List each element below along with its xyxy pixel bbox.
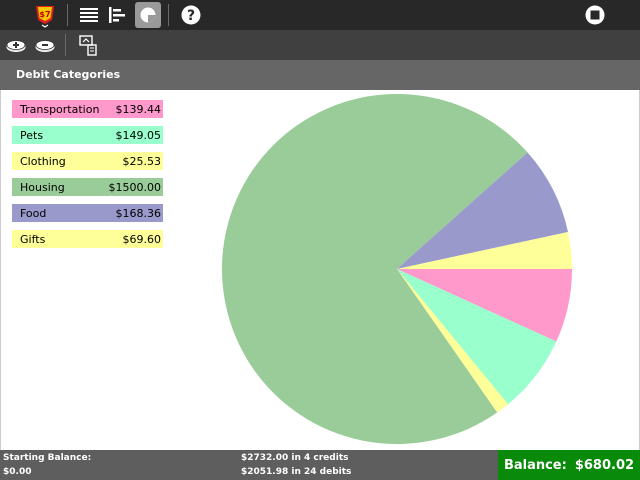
category-item-pets: Pets $149.05 — [12, 126, 163, 144]
category-name: Pets — [20, 128, 44, 142]
category-name: Transportation — [20, 102, 100, 116]
stop-icon[interactable] — [582, 2, 608, 28]
balance-value: $680.02 — [574, 457, 635, 473]
status-bar: Starting Balance: $0.00 $2732.00 in 4 cr… — [0, 450, 640, 480]
category-amount: $139.44 — [115, 102, 162, 116]
add-debit-icon[interactable] — [32, 32, 58, 58]
category-item-transportation: Transportation $139.44 — [12, 100, 163, 118]
starting-balance-value: $0.00 — [3, 467, 32, 477]
pie-slice-transportation — [397, 269, 572, 342]
balance-badge: Balance: $680.02 — [498, 450, 640, 480]
category-item-housing: Housing $1500.00 — [12, 178, 163, 196]
starting-balance-label: Starting Balance: — [3, 453, 92, 463]
category-item-food: Food $168.36 — [12, 204, 163, 222]
category-amount: $1500.00 — [108, 180, 162, 194]
list-view-icon[interactable] — [76, 2, 102, 28]
svg-text:$7: $7 — [39, 10, 50, 19]
activity-logo-icon[interactable]: $7 — [32, 2, 58, 28]
category-item-gifts: Gifts $69.60 — [12, 230, 163, 248]
main-toolbar: $7 — [0, 0, 640, 30]
export-icon[interactable] — [76, 32, 102, 58]
page-title: Debit Categories — [0, 60, 640, 90]
main-content: Transportation $139.44 Pets $149.05 Clot… — [0, 90, 640, 450]
toolbar-separator — [65, 34, 66, 56]
add-credit-icon[interactable] — [3, 32, 29, 58]
toolbar-separator — [67, 4, 68, 26]
secondary-toolbar — [0, 30, 640, 60]
credits-summary: $2732.00 in 4 credits — [241, 453, 349, 463]
category-name: Food — [20, 206, 47, 220]
pie-slice-clothing — [397, 269, 509, 413]
pie-slice-food — [397, 152, 569, 269]
category-list: Transportation $139.44 Pets $149.05 Clot… — [12, 100, 163, 256]
category-name: Housing — [20, 180, 65, 194]
pie-slice-gifts — [397, 231, 572, 269]
category-amount: $25.53 — [122, 154, 162, 168]
svg-text:?: ? — [187, 8, 195, 24]
help-icon[interactable]: ? — [178, 2, 204, 28]
category-amount: $149.05 — [115, 128, 162, 142]
category-amount: $168.36 — [115, 206, 162, 220]
debits-summary: $2051.98 in 24 debits — [241, 467, 352, 477]
balance-label: Balance: — [503, 457, 567, 473]
bar-chart-view-icon[interactable] — [104, 2, 130, 28]
category-item-clothing: Clothing $25.53 — [12, 152, 163, 170]
pie-slice-housing — [221, 94, 528, 445]
pie-slice-pets — [397, 269, 557, 405]
debit-pie-chart — [221, 94, 572, 445]
pie-chart-view-icon[interactable] — [135, 2, 161, 28]
category-name: Clothing — [20, 154, 66, 168]
toolbar-separator — [168, 4, 169, 26]
category-name: Gifts — [20, 232, 46, 246]
category-amount: $69.60 — [122, 232, 162, 246]
